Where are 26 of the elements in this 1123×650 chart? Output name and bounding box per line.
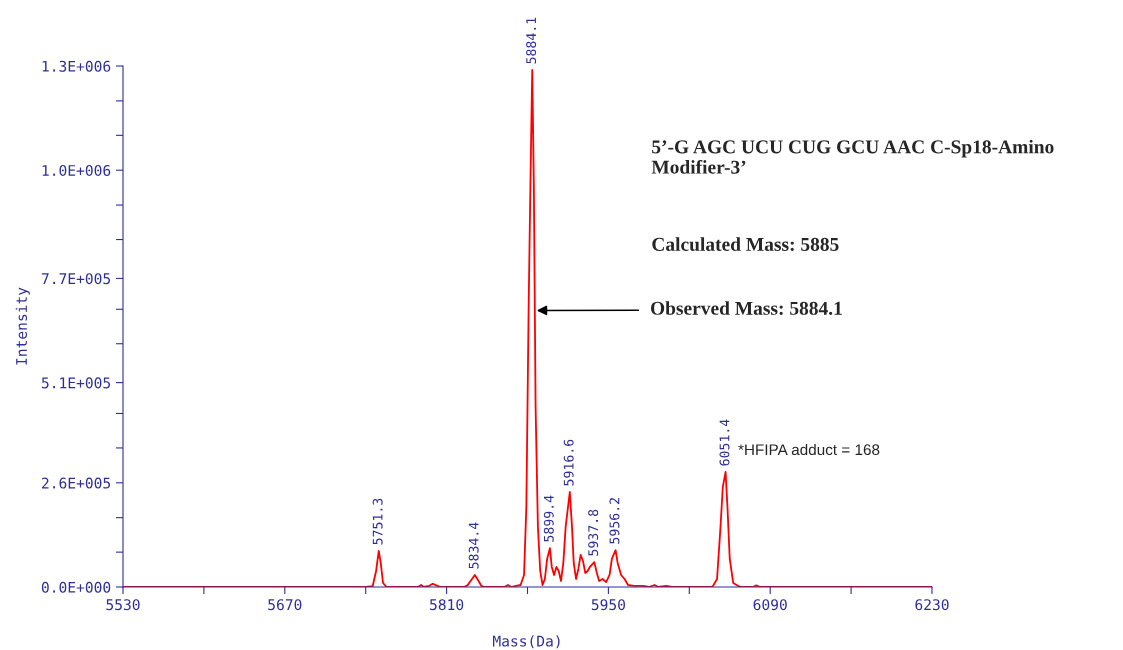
- y-tick-label: 1.3E+006: [42, 60, 111, 72]
- y-tick-label: 7.7E+005: [41, 273, 111, 285]
- y-tick-label: 1.0E+006: [42, 164, 111, 176]
- annotation: Calculated Mass: 5885: [652, 237, 839, 252]
- annotation: 5899.4: [543, 495, 554, 542]
- x-tick-label: 5810: [430, 599, 464, 611]
- annotation: 5937.8: [588, 509, 599, 556]
- annotation: 5’-G AGC UCU CUG GCU AAC C-Sp18-Amino Modifier-3’: [651, 139, 1054, 174]
- annotation: Observed Mass: 5884.1: [650, 301, 842, 315]
- annotation: 5916.6: [563, 439, 574, 486]
- annotation: 5884.1: [526, 17, 537, 64]
- x-tick-label: 5670: [268, 599, 302, 611]
- y-tick-label: 2.6E+005: [42, 477, 111, 489]
- x-tick-label: 6230: [915, 599, 949, 611]
- annotation: *HFIPA adduct = 168: [738, 443, 880, 456]
- x-tick-label: 5530: [106, 599, 140, 611]
- y-tick-label: 0.0E+000: [41, 581, 111, 593]
- x-tick-label: 5950: [591, 599, 626, 611]
- annotation: 5956.2: [609, 498, 620, 544]
- annotation: 5751.3: [372, 498, 383, 545]
- x-axis-title: Mass(Da): [492, 635, 560, 649]
- y-axis-title: Intensity: [15, 287, 30, 365]
- x-tick-label: 6090: [753, 599, 787, 611]
- annotation: 5834.4: [468, 522, 479, 569]
- y-tick-label: 5.1E+005: [41, 377, 111, 389]
- annotation: 6051.4: [719, 419, 730, 466]
